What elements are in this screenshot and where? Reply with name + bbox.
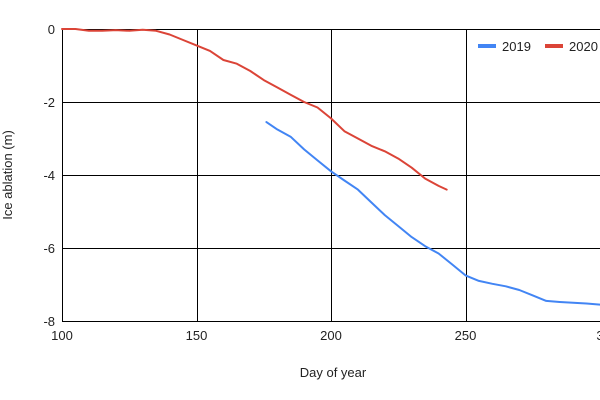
y-tick-label-1: -2 xyxy=(43,95,55,110)
x-tick-label-3: 250 xyxy=(455,328,477,343)
series-layer xyxy=(61,28,600,306)
y-tick-label-3: -6 xyxy=(43,241,55,256)
legend: 2019 2020 xyxy=(478,39,598,54)
y-tick-label-4: -8 xyxy=(43,314,55,329)
x-tick-label-2: 200 xyxy=(320,328,342,343)
y-tick-labels: 0 -2 -4 -6 -8 xyxy=(43,22,55,329)
legend-label-2019: 2019 xyxy=(502,39,531,54)
series-line-2020 xyxy=(61,28,448,191)
x-tick-labels: 100 150 200 250 3 xyxy=(51,328,600,343)
x-tick-label-4: 3 xyxy=(596,328,600,343)
x-axis-title: Day of year xyxy=(300,365,367,380)
y-axis-title: Ice ablation (m) xyxy=(0,130,15,220)
grid-layer xyxy=(62,29,600,322)
legend-label-2020: 2020 xyxy=(569,39,598,54)
x-tick-label-1: 150 xyxy=(186,328,208,343)
y-tick-label-2: -4 xyxy=(43,168,55,183)
y-tick-label-0: 0 xyxy=(48,22,55,37)
series-line-2019 xyxy=(265,121,600,306)
x-tick-label-0: 100 xyxy=(51,328,73,343)
